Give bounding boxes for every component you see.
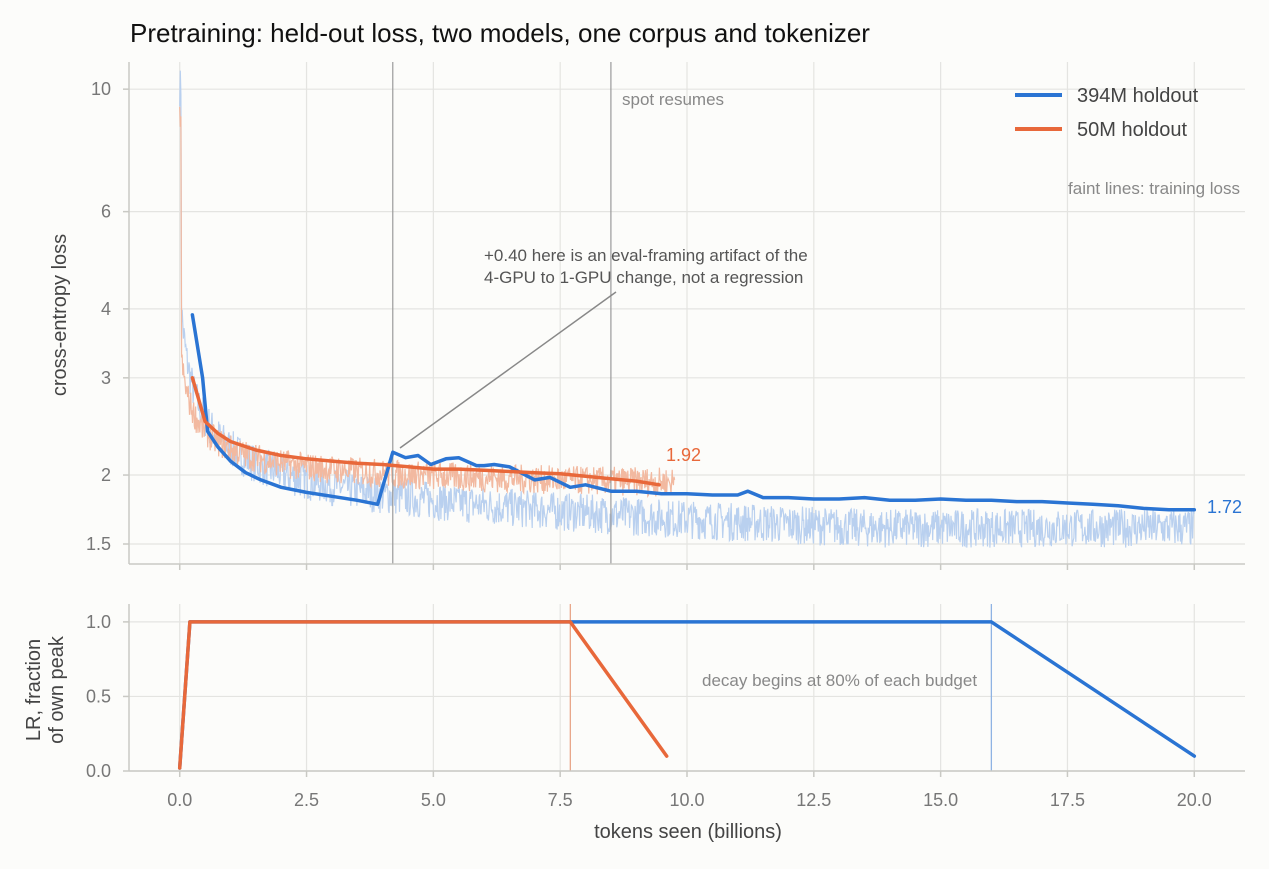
loss-y-tick-label: 4: [101, 299, 111, 319]
loss-panel: 1.5 2 3 4 6 10 cross-entropy loss spot resume…: [49, 62, 1245, 570]
lr-y-tick-label: 0.5: [86, 686, 111, 706]
x-tick-label: 5.0: [421, 790, 446, 810]
lr-grid: [129, 604, 1245, 772]
x-tick-label: 10.0: [669, 790, 704, 810]
lr-y-ticks: 0.0 0.5 1.0: [86, 612, 129, 781]
series-line-50m-holdout: [190, 376, 661, 487]
series-line-394m-holdout: [190, 313, 1197, 512]
annotation-arrow: [399, 291, 617, 449]
loss-grid: [129, 62, 1245, 564]
faint-lines-note: faint lines: training loss: [1068, 179, 1240, 198]
x-tick-label: 20.0: [1177, 790, 1212, 810]
end-label-394m: 1.72: [1207, 497, 1242, 517]
loss-y-tick-label: 10: [91, 79, 111, 99]
x-tick-label: 7.5: [548, 790, 573, 810]
spot-resumes-label: spot resumes: [622, 90, 724, 109]
decay-note: decay begins at 80% of each budget: [702, 671, 977, 690]
lr-y-tick-label: 1.0: [86, 612, 111, 632]
x-tick-label: 0.0: [167, 790, 192, 810]
lr-x-ticks: 0.0 2.5 5.0 7.5 10.0 12.5 15.0 17.5 20.0: [167, 771, 1212, 810]
lr-y-label-line-1: LR, fraction: [23, 639, 45, 741]
x-tick-label: 12.5: [796, 790, 831, 810]
legend-label-394m: 394M holdout: [1077, 85, 1199, 107]
lr-y-tick-label: 0.0: [86, 761, 111, 781]
loss-y-tick-label: 1.5: [86, 534, 111, 554]
loss-y-tick-label: 3: [101, 368, 111, 388]
lr-y-label-line-2: of own peak: [46, 635, 68, 744]
loss-y-tick-label: 6: [101, 202, 111, 222]
lr-panel: 0.0 0.5 1.0 0.0 2.5 5.0 7.5 10.0 12.5 15.0 17.5 20…: [23, 604, 1245, 843]
legend-label-50m: 50M holdout: [1077, 119, 1188, 141]
training-loss-faint-line: [179, 106, 676, 499]
loss-y-ticks: 1.5 2 3 4 6 10: [86, 79, 129, 554]
x-tick-label: 15.0: [923, 790, 958, 810]
x-tick-label: 2.5: [294, 790, 319, 810]
x-axis-label: tokens seen (billions): [594, 821, 782, 843]
lr-line-50m: [177, 620, 669, 770]
chart-title: Pretraining: held-out loss, two models, …: [130, 18, 870, 48]
loss-y-label: cross-entropy loss: [49, 234, 71, 396]
annotation-line-1: +0.40 here is an eval-framing artifact o…: [484, 246, 808, 265]
decay-start-lines: [569, 604, 993, 771]
end-label-50m: 1.92: [666, 445, 701, 465]
loss-y-tick-label: 2: [101, 465, 111, 485]
holdout-lines: [190, 313, 1197, 512]
lr-lines: [177, 620, 1197, 770]
x-tick-label: 17.5: [1050, 790, 1085, 810]
loss-x-ticks: [178, 564, 1196, 570]
annotation-line-2: 4-GPU to 1-GPU change, not a regression: [484, 268, 803, 287]
legend: 394M holdout 50M holdout: [1015, 85, 1199, 141]
